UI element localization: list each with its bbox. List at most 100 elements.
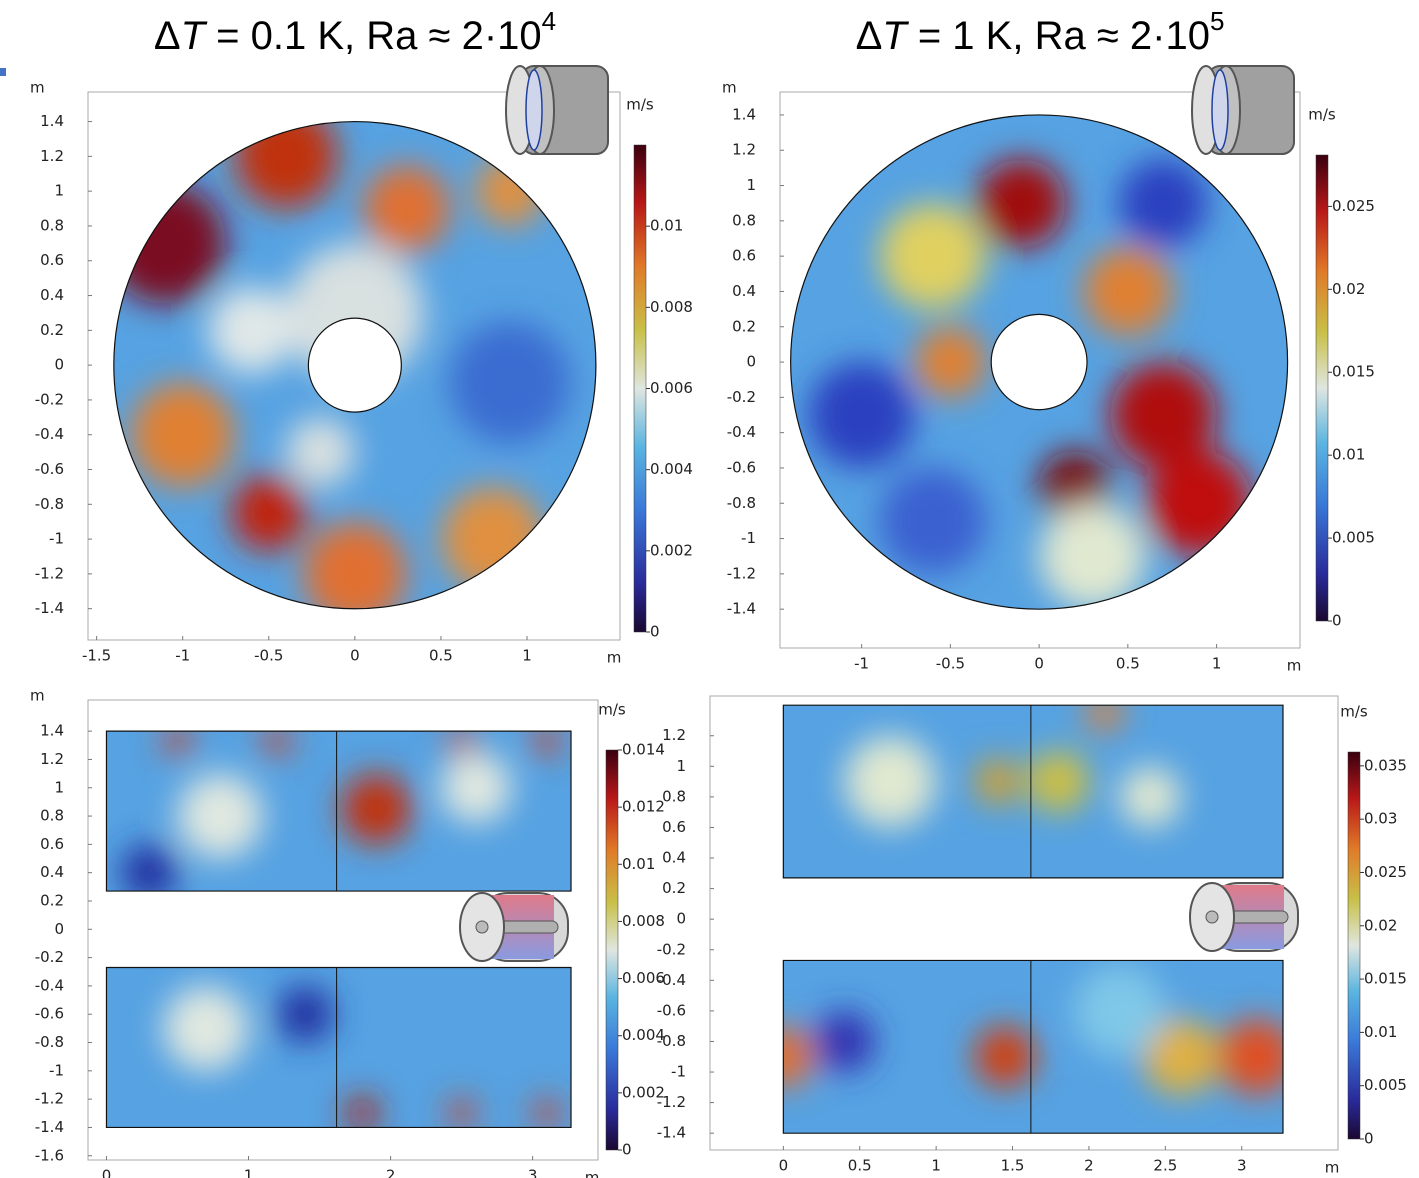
field-blobs (783, 705, 1283, 1095)
field-blob (276, 985, 334, 1043)
y-tick-label: -1 (49, 530, 64, 548)
y-tick-label: 0.6 (40, 251, 64, 269)
field-blob (447, 1099, 476, 1128)
y-tick-label: 1.4 (40, 722, 64, 740)
colorbar-unit: m/s (626, 96, 654, 114)
title-part: 5 (1210, 6, 1224, 36)
x-tick-label: 2 (1084, 1157, 1094, 1175)
y-tick-label: 0.6 (662, 818, 686, 836)
x-tick-label: -1.5 (82, 647, 111, 665)
y-tick-label: -0.4 (35, 425, 64, 443)
colorbar (633, 144, 647, 633)
y-tick-label: 0.6 (40, 835, 64, 853)
field-blob (475, 156, 545, 226)
x-axis-unit: m (1325, 1159, 1340, 1177)
y-tick-label: -1.6 (35, 1146, 64, 1164)
title-part: 4 (542, 6, 556, 36)
field-blob (447, 731, 476, 756)
y-tick-label: -1 (671, 1063, 686, 1081)
colorbar-tick-label: 0.004 (622, 1026, 665, 1044)
field-blob (120, 844, 178, 901)
field-blob (879, 467, 986, 574)
x-axis-unit: m (585, 1169, 600, 1178)
y-tick-label: 0.8 (40, 216, 64, 234)
y-tick-label: -0.4 (727, 423, 756, 441)
y-tick-label: 0.2 (662, 879, 686, 897)
y-tick-label: -1.2 (727, 564, 756, 582)
y-tick-label: 0.4 (662, 849, 686, 867)
y-tick-label: -0.6 (727, 458, 756, 476)
colorbar-tick-label: 0 (1364, 1130, 1374, 1148)
y-tick-label: -0.8 (727, 494, 756, 512)
y-tick-label: -0.2 (657, 940, 686, 958)
domain-outline (105, 730, 572, 1129)
field-blob (1085, 705, 1123, 732)
y-tick-label: -0.8 (657, 1032, 686, 1050)
colorbar-tick-label: 0.015 (1332, 363, 1375, 381)
y-tick-label: 0 (676, 910, 686, 928)
x-tick-label: 3 (528, 1167, 538, 1178)
x-axis-unit: m (1287, 657, 1302, 675)
y-tick-label: 1 (746, 176, 756, 194)
colorbar-tick-label: 0.01 (1364, 1023, 1397, 1041)
y-tick-label: -1.2 (657, 1093, 686, 1111)
y-tick-label: -0.2 (35, 390, 64, 408)
field-blob (113, 182, 226, 305)
domain-outline (113, 120, 597, 610)
field-blob (532, 731, 562, 756)
y-tick-label: -0.4 (657, 971, 686, 989)
field-blob (1083, 247, 1173, 336)
field-blob (208, 286, 295, 374)
y-tick-label: -0.6 (35, 1005, 64, 1023)
x-tick-label: 3 (1237, 1157, 1247, 1175)
field-blob (363, 165, 450, 253)
field-blob (844, 735, 937, 828)
colorbar-tick-label: 0.035 (1364, 756, 1407, 774)
colorbar-tick-label: 0.008 (650, 298, 693, 316)
x-tick-label: 2.5 (1153, 1157, 1177, 1175)
field-blob (1145, 450, 1253, 557)
y-tick-label: 1 (676, 757, 686, 775)
y-tick-label: 1 (54, 778, 64, 796)
field-blob (303, 521, 407, 609)
y-tick-label: 0 (54, 356, 64, 374)
field-blob (285, 417, 355, 487)
y-tick-label: 1.4 (40, 112, 64, 130)
colorbar-tick-label: 0.014 (622, 741, 665, 759)
field-blob (234, 121, 338, 209)
field-blob (532, 1099, 562, 1128)
field-blob (974, 758, 1021, 805)
velocity-field (790, 114, 1288, 610)
panel-title: ΔT = 1 K, Ra ≈ 2·105 (856, 6, 1225, 58)
y-tick-label: 0.8 (662, 787, 686, 805)
domain-outline (790, 114, 1289, 610)
icon-cylinder-left (459, 892, 569, 962)
field-blob (440, 486, 545, 592)
panel-title: ΔT = 0.1 K, Ra ≈ 2·104 (154, 6, 556, 58)
colorbar-tick-label: 0.025 (1364, 863, 1407, 881)
y-tick-label: 0.2 (40, 321, 64, 339)
x-tick-label: -0.5 (936, 655, 965, 673)
colorbar (1315, 154, 1329, 622)
field-blob (1142, 1018, 1219, 1095)
colorbar-tick-label: 0.01 (1332, 446, 1365, 464)
y-tick-label: 1.2 (732, 141, 756, 159)
y-tick-label: -1.4 (35, 1118, 64, 1136)
y-tick-label: -1.2 (35, 564, 64, 582)
field-blob (1039, 503, 1146, 610)
title-part: T (882, 14, 909, 58)
colorbar-tick-label: 0.015 (1364, 970, 1407, 988)
y-axis-unit: m (30, 79, 45, 97)
x-tick-label: 1 (931, 1157, 941, 1175)
y-axis-unit: m (30, 687, 45, 705)
corner-mark (0, 68, 6, 76)
y-tick-label: 0.4 (40, 286, 64, 304)
field-blob (1073, 965, 1166, 1057)
title-part: = 0.1 K, Ra ≈ 2·10 (205, 14, 542, 58)
colorbar-tick-label: 0.005 (1364, 1076, 1407, 1094)
field-blob (1118, 159, 1208, 248)
field-blob (1119, 766, 1181, 828)
field-blob (974, 1026, 1036, 1088)
colorbar-tick-label: 0.03 (1364, 810, 1397, 828)
